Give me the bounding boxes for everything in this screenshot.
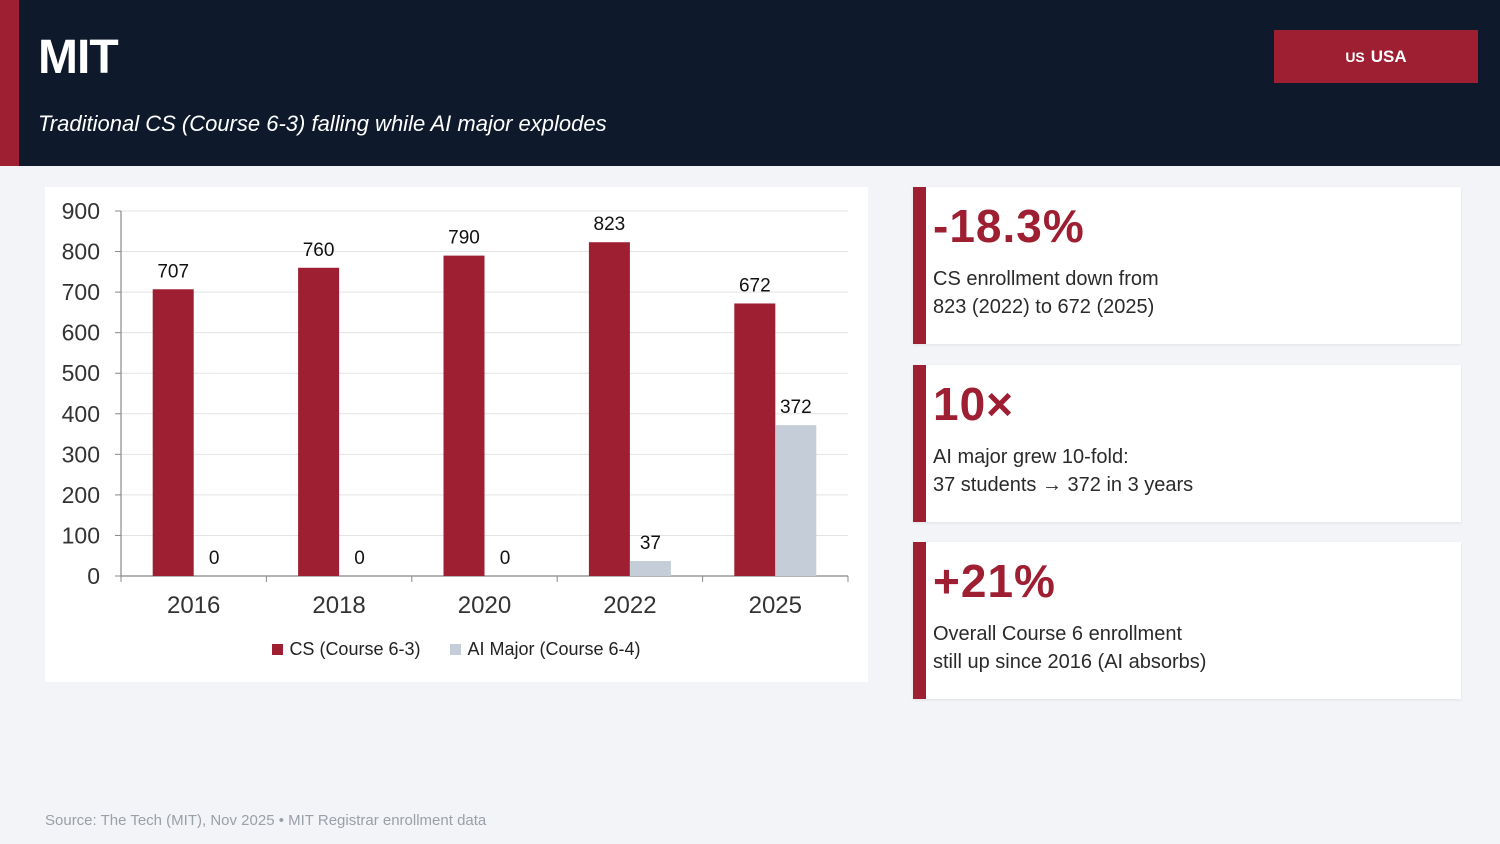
legend-item-ai: AI Major (Course 6-4) xyxy=(450,639,641,660)
page-subtitle: Traditional CS (Course 6-3) falling whil… xyxy=(38,111,607,136)
header-accent-stripe xyxy=(0,0,19,166)
stat-card-ai-growth: 10× AI major grew 10-fold: 37 students →… xyxy=(913,365,1461,522)
y-tick-label: 800 xyxy=(62,239,100,265)
y-tick-label: 700 xyxy=(62,279,100,305)
y-tick-label: 600 xyxy=(62,320,100,346)
data-label-ai: 37 xyxy=(640,533,661,554)
stat-card-overall: +21% Overall Course 6 enrollment still u… xyxy=(913,542,1461,699)
stat-description: CS enrollment down from 823 (2022) to 67… xyxy=(933,265,1443,321)
bar-chart: 0 100 200 300 400 500 600 700 800 900 707 0 2016 760 0… xyxy=(62,198,849,619)
source-note: Source: The Tech (MIT), Nov 2025 • MIT R… xyxy=(45,812,487,829)
y-tick-label: 300 xyxy=(62,441,100,467)
legend-label-ai: AI Major (Course 6-4) xyxy=(467,639,641,659)
page-title: MIT xyxy=(38,31,119,84)
data-label-ai: 0 xyxy=(354,548,365,569)
stat-desc-line: 37 students → 372 in 3 years xyxy=(933,474,1194,496)
bar-cs-2018 xyxy=(298,267,340,576)
bar-cs-2016 xyxy=(152,289,194,576)
stat-value: 10× xyxy=(933,378,1015,430)
data-label-ai: 0 xyxy=(500,548,511,569)
country-name: USA xyxy=(1370,46,1407,66)
legend-swatch-cs xyxy=(272,644,284,655)
stat-card-accent xyxy=(913,542,926,699)
data-label-cs: 823 xyxy=(594,214,626,235)
x-category-label: 2020 xyxy=(458,592,511,619)
y-tick-label: 100 xyxy=(62,522,100,548)
bar-ai-2022 xyxy=(629,560,671,576)
stat-desc-line: 823 (2022) to 672 (2025) xyxy=(933,296,1155,318)
stat-card-cs-decline: -18.3% CS enrollment down from 823 (2022… xyxy=(913,187,1461,344)
legend-swatch-ai xyxy=(450,644,462,655)
x-category-label: 2025 xyxy=(749,592,802,619)
legend-label-cs: CS (Course 6-3) xyxy=(289,639,421,659)
y-tick-label: 400 xyxy=(62,401,100,427)
header-bar: MIT Traditional CS (Course 6-3) falling … xyxy=(0,0,1500,166)
bar-cs-2022 xyxy=(588,242,630,576)
y-tick-label: 500 xyxy=(62,360,100,386)
stat-description: AI major grew 10-fold: 37 students → 372… xyxy=(933,443,1443,499)
legend-item-cs: CS (Course 6-3) xyxy=(272,639,420,660)
data-label-ai: 372 xyxy=(780,397,812,418)
stat-value: +21% xyxy=(933,555,1056,607)
stat-desc-line: CS enrollment down from xyxy=(933,268,1159,290)
stat-card-accent xyxy=(913,187,926,344)
bar-cs-2025 xyxy=(734,303,776,576)
stat-desc-line: AI major grew 10-fold: xyxy=(933,446,1129,468)
bar-ai-2025 xyxy=(775,425,817,576)
y-tick-label: 200 xyxy=(62,482,100,508)
stat-card-accent xyxy=(913,365,926,522)
stat-value: -18.3% xyxy=(933,200,1085,252)
data-label-cs: 790 xyxy=(448,228,480,249)
data-label-cs: 760 xyxy=(303,240,335,261)
us-flag-icon: US xyxy=(1345,48,1365,65)
x-category-label: 2022 xyxy=(603,592,656,619)
y-tick-label: 900 xyxy=(62,198,100,224)
data-label-cs: 672 xyxy=(739,275,771,296)
stat-desc-line: still up since 2016 (AI absorbs) xyxy=(933,651,1207,673)
x-category-label: 2016 xyxy=(167,592,220,619)
chart-legend: CS (Course 6-3) AI Major (Course 6-4) xyxy=(45,639,868,660)
data-label-cs: 707 xyxy=(157,261,189,282)
bar-cs-2020 xyxy=(443,255,485,576)
data-label-ai: 0 xyxy=(209,548,220,569)
stat-description: Overall Course 6 enrollment still up sin… xyxy=(933,620,1443,676)
stat-desc-line: Overall Course 6 enrollment xyxy=(933,623,1182,645)
country-badge: US USA xyxy=(1274,30,1478,83)
chart-panel: 0 100 200 300 400 500 600 700 800 900 707 0 2016 760 0… xyxy=(45,187,868,682)
x-category-label: 2018 xyxy=(312,592,365,619)
y-tick-label: 0 xyxy=(87,563,100,589)
